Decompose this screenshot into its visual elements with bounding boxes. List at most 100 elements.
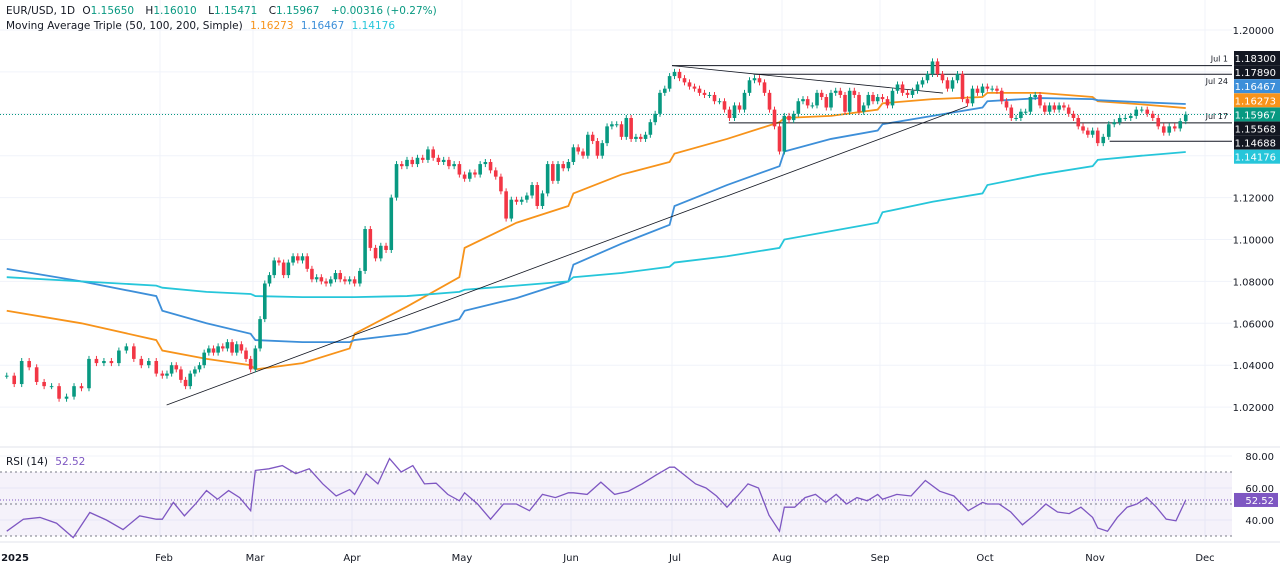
- symbol-title[interactable]: EUR/USD, 1D: [6, 5, 76, 17]
- level-label: Jul 17: [1205, 112, 1228, 121]
- candle-body: [253, 348, 258, 370]
- candle: [1062, 102, 1066, 111]
- candle-body: [772, 109, 777, 127]
- candle: [742, 89, 747, 113]
- candle-body: [504, 191, 508, 219]
- candle-body: [757, 78, 762, 83]
- candle: [139, 355, 144, 369]
- candle: [1038, 91, 1042, 109]
- candle-body: [1139, 109, 1144, 111]
- grid: [0, 0, 1232, 540]
- candle: [358, 267, 362, 287]
- candle: [1095, 127, 1100, 147]
- candle-body: [667, 76, 672, 89]
- candle-body: [810, 105, 815, 107]
- candle: [791, 110, 796, 124]
- candle-body: [79, 386, 84, 389]
- candle: [1178, 118, 1183, 132]
- candle: [244, 347, 248, 362]
- price-axis-label: 1.04000: [1233, 361, 1274, 372]
- candle: [648, 119, 653, 138]
- candle: [220, 343, 225, 352]
- rsi-title[interactable]: RSI (14): [6, 456, 48, 468]
- candle-body: [109, 361, 114, 364]
- candle-body: [352, 279, 357, 284]
- price-badge-text: 1.17890: [1235, 68, 1276, 79]
- candle: [875, 94, 880, 105]
- price-badge: [1234, 51, 1280, 65]
- price-axis-label: 1.06000: [1233, 319, 1274, 330]
- candle: [662, 85, 667, 96]
- candle: [352, 276, 357, 287]
- candle-body: [197, 365, 202, 370]
- candle-body: [373, 247, 378, 259]
- candle-body: [566, 161, 571, 169]
- candle-body: [394, 164, 399, 198]
- candle-body: [160, 373, 165, 376]
- candle: [154, 358, 159, 377]
- candle-body: [1062, 105, 1066, 108]
- candle: [861, 102, 866, 115]
- ma-200-line: [6, 151, 1186, 299]
- candle-body: [1023, 111, 1028, 113]
- candle: [12, 372, 17, 388]
- candle: [102, 358, 106, 367]
- price-badge: [1234, 65, 1280, 80]
- candle-body: [384, 245, 388, 250]
- candle: [540, 190, 545, 209]
- candle: [19, 358, 24, 388]
- candle: [605, 123, 609, 147]
- candle-body: [1042, 105, 1047, 112]
- candle: [488, 158, 493, 174]
- candle-body: [796, 101, 801, 114]
- candle-body: [999, 90, 1004, 102]
- candle: [1167, 123, 1172, 136]
- candle-body: [183, 379, 188, 387]
- candle: [1183, 111, 1188, 125]
- time-axis-label: Jun: [562, 553, 579, 564]
- price-badge: [1234, 107, 1280, 122]
- candle: [815, 89, 819, 109]
- candle-body: [866, 94, 871, 106]
- candle-body: [619, 124, 624, 137]
- candle: [34, 364, 39, 385]
- candle: [1106, 121, 1111, 140]
- candle-body: [1090, 130, 1095, 135]
- price-badge: [1234, 121, 1280, 136]
- candle-body: [847, 90, 852, 112]
- candle-body: [885, 99, 890, 106]
- candle-body: [561, 164, 566, 169]
- candle: [124, 343, 129, 354]
- symbol-legend: EUR/USD, 1D O1.15650 H1.16010 L1.15471 C…: [6, 5, 441, 17]
- candle: [300, 253, 305, 264]
- candle: [638, 133, 643, 142]
- candle: [1028, 94, 1033, 115]
- price-axis-label: 1.08000: [1233, 277, 1274, 288]
- candle: [752, 75, 757, 84]
- candle-body: [556, 164, 560, 181]
- candle: [368, 226, 373, 251]
- candle: [551, 161, 555, 184]
- candle: [373, 244, 378, 262]
- candle: [975, 85, 980, 96]
- candle-body: [629, 117, 633, 139]
- candle: [614, 121, 619, 128]
- candle-body: [687, 82, 692, 87]
- ma-title[interactable]: Moving Average Triple (50, 100, 200, Sim…: [6, 20, 243, 32]
- candle-body: [441, 159, 446, 162]
- open-label: O: [82, 5, 91, 17]
- candle: [146, 358, 151, 369]
- candle: [801, 96, 805, 105]
- candle: [935, 58, 940, 77]
- candle-body: [338, 273, 343, 280]
- candle: [990, 85, 994, 92]
- candle: [880, 94, 885, 103]
- candle: [420, 154, 425, 163]
- candle: [782, 112, 787, 155]
- candle-body: [509, 199, 514, 219]
- candle-body: [220, 346, 225, 349]
- candle: [925, 70, 930, 84]
- candle: [117, 347, 121, 367]
- candle: [1052, 102, 1057, 113]
